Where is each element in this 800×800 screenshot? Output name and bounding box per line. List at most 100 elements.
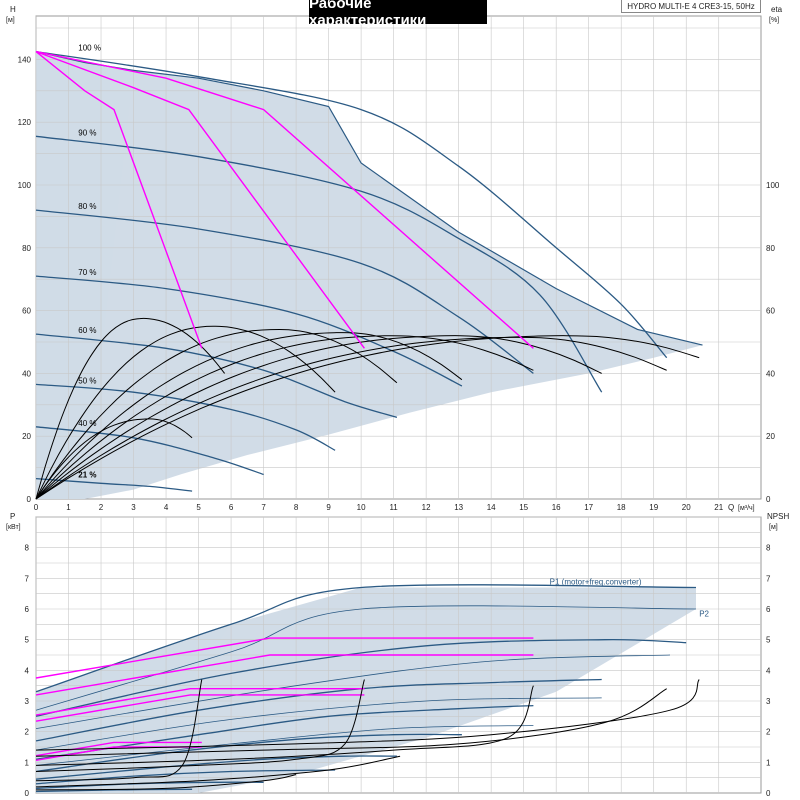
p1-power-curve bbox=[35, 704, 534, 760]
head-x-tick-label: 7 bbox=[261, 503, 266, 512]
efficiency-curve bbox=[35, 332, 463, 500]
pump-curve-100 bbox=[35, 50, 668, 359]
p1-power-curve bbox=[35, 733, 462, 773]
speed-label: 90 % bbox=[78, 128, 96, 137]
head-x-tick-label: 19 bbox=[649, 503, 658, 512]
power-y-tick-label: 7 bbox=[25, 574, 30, 583]
head-chart-panel: 0 1 2 3 4 5 6 7 8 9 10 11 12 13 14 15 16 17 18 19 20 21020406… bbox=[6, 5, 783, 512]
pump-curve-90 bbox=[35, 135, 603, 393]
power-efficiency-line bbox=[35, 694, 365, 722]
head-y-tick-label: 80 bbox=[22, 244, 31, 253]
head-x-tick-label: 3 bbox=[131, 503, 136, 512]
p2-series-label: P2 bbox=[699, 610, 709, 619]
flow-axis-unit: [м³/ч] bbox=[738, 505, 755, 512]
npsh-curve bbox=[35, 679, 203, 782]
speed-label: 70 % bbox=[78, 268, 96, 277]
eta-y-tick-label: 80 bbox=[766, 244, 775, 253]
npsh-curve bbox=[35, 679, 700, 751]
npsh-y-tick-label: 8 bbox=[766, 544, 771, 553]
npsh-curve bbox=[35, 685, 534, 766]
npsh-y-tick-label: 6 bbox=[766, 605, 771, 614]
power-y-tick-label: 0 bbox=[25, 789, 30, 798]
power-y-tick-label: 8 bbox=[25, 544, 30, 553]
head-x-tick-label: 21 bbox=[714, 503, 723, 512]
power-efficiency-line bbox=[35, 654, 534, 696]
npsh-curve bbox=[35, 688, 667, 757]
power-y-tick-label: 6 bbox=[25, 605, 30, 614]
npsh-y-tick-label: 3 bbox=[766, 697, 771, 706]
p1-series-label: P1 (motor+freq.converter) bbox=[550, 577, 642, 586]
head-x-tick-label: 9 bbox=[326, 503, 331, 512]
efficiency-curve bbox=[35, 317, 225, 500]
head-y-tick-label: 140 bbox=[18, 55, 32, 64]
efficiency-curve bbox=[35, 418, 193, 500]
head-y-tick-label: 120 bbox=[18, 118, 32, 127]
eta-y-tick-label: 40 bbox=[766, 369, 775, 378]
best-efficiency-line bbox=[35, 50, 365, 349]
eta-axis-unit: [%] bbox=[769, 17, 779, 24]
head-x-tick-label: 13 bbox=[454, 503, 463, 512]
p1-power-curve bbox=[35, 638, 687, 717]
p2-power-curve bbox=[35, 697, 602, 751]
power-y-tick-label: 4 bbox=[25, 666, 30, 675]
npsh-curve bbox=[35, 755, 401, 788]
npsh-y-tick-label: 1 bbox=[766, 758, 771, 767]
speed-label: 40 % bbox=[78, 419, 96, 428]
pump-model-label: HYDRO MULTI-E 4 CRE3-15, 50Hz bbox=[621, 0, 761, 13]
p1-power-curve bbox=[35, 755, 397, 780]
pump-curve-60 bbox=[35, 333, 398, 419]
head-x-tick-label: 14 bbox=[487, 503, 496, 512]
head-y-tick-label: 20 bbox=[22, 432, 31, 441]
npsh-curve bbox=[35, 774, 297, 791]
head-x-tick-label: 2 bbox=[99, 503, 104, 512]
npsh-curve bbox=[35, 679, 365, 772]
head-x-tick-label: 5 bbox=[196, 503, 201, 512]
head-x-tick-label: 20 bbox=[682, 503, 691, 512]
head-x-tick-label: 15 bbox=[519, 503, 528, 512]
speed-label: 60 % bbox=[78, 326, 96, 335]
pump-curve-50 bbox=[35, 383, 336, 451]
head-x-tick-label: 11 bbox=[389, 503, 398, 512]
efficiency-curve bbox=[35, 336, 667, 500]
eta-y-tick-label: 20 bbox=[766, 432, 775, 441]
pump-curve-80 bbox=[35, 209, 534, 374]
p2-power-curve bbox=[35, 605, 697, 711]
p1-power-curve bbox=[35, 584, 697, 693]
speed-label: 100 % bbox=[78, 44, 101, 53]
pump-curve-70 bbox=[35, 275, 463, 387]
npsh-y-tick-label: 4 bbox=[766, 666, 771, 675]
head-x-tick-label: 12 bbox=[422, 503, 431, 512]
p2-power-curve bbox=[35, 654, 671, 729]
best-efficiency-line bbox=[35, 50, 534, 349]
power-operating-envelope bbox=[36, 587, 696, 793]
speed-label: 21 % bbox=[78, 471, 96, 480]
head-x-tick-label: 0 bbox=[34, 503, 39, 512]
efficiency-curve bbox=[35, 325, 336, 500]
head-y-tick-label: 0 bbox=[27, 495, 32, 504]
head-y-tick-label: 40 bbox=[22, 369, 31, 378]
speed-label: 50 % bbox=[78, 376, 96, 385]
head-operating-envelope bbox=[36, 51, 703, 499]
power-y-tick-label: 5 bbox=[25, 636, 30, 645]
speed-label: 80 % bbox=[78, 202, 96, 211]
npsh-y-tick-label: 7 bbox=[766, 574, 771, 583]
eta-axis-label: eta bbox=[771, 5, 783, 14]
head-x-tick-label: 10 bbox=[357, 503, 366, 512]
head-x-tick-label: 18 bbox=[617, 503, 626, 512]
head-x-tick-label: 6 bbox=[229, 503, 234, 512]
p2-power-curve bbox=[35, 725, 534, 766]
head-axis-unit: [м] bbox=[6, 17, 15, 24]
power-chart-panel: 0 1 2 3 4 5 6 7 8 0 1 2 3 4 5 6 7 8 P [кВт] NPSH [м] P1 (motor… bbox=[6, 512, 789, 798]
eta-y-tick-label: 0 bbox=[766, 495, 771, 504]
power-axis-unit: [кВт] bbox=[6, 524, 21, 531]
efficiency-curve bbox=[35, 335, 602, 500]
power-y-tick-label: 1 bbox=[25, 758, 30, 767]
head-y-tick-label: 100 bbox=[18, 181, 32, 190]
head-x-tick-label: 17 bbox=[584, 503, 593, 512]
npsh-y-tick-label: 2 bbox=[766, 728, 771, 737]
efficiency-curve bbox=[35, 335, 700, 500]
power-efficiency-line bbox=[35, 637, 534, 679]
head-x-tick-label: 16 bbox=[552, 503, 561, 512]
npsh-axis-unit: [м] bbox=[769, 524, 778, 531]
